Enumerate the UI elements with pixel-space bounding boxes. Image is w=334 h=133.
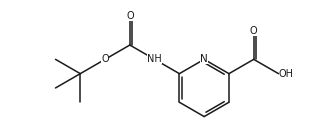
Text: OH: OH <box>279 69 294 79</box>
Text: O: O <box>126 11 134 21</box>
Text: N: N <box>200 54 208 64</box>
Text: O: O <box>101 54 109 64</box>
Text: O: O <box>250 26 258 36</box>
Text: NH: NH <box>147 54 162 64</box>
